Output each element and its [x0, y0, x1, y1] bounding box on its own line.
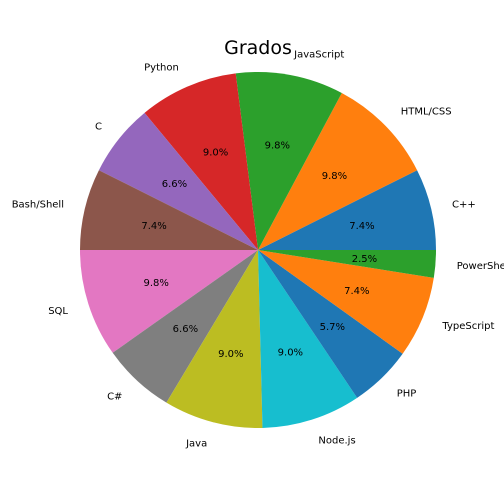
slice-label-java: Java [185, 438, 207, 449]
pie-slice-php [258, 250, 403, 398]
slice-label-powershell: PowerShell [457, 261, 504, 272]
pie-slice-c [112, 250, 258, 403]
chart-title: Grados [224, 37, 292, 59]
pie-slice-javascript [235, 71, 342, 250]
slice-pct-label-c: 6.6% [173, 324, 198, 335]
slice-pct-label-c: 6.6% [162, 179, 187, 190]
slice-pct-label-node-js: 9.0% [278, 347, 303, 358]
slice-label-php: PHP [397, 389, 417, 400]
slice-pct-label-typescript: 7.4% [344, 286, 369, 297]
slice-label-bash-shell: Bash/Shell [12, 200, 64, 211]
slice-pct-label-python: 9.0% [203, 147, 228, 158]
pie-slice-typescript [258, 250, 434, 354]
pie-slice-powershell [258, 250, 436, 278]
pie-slice-sql [80, 250, 258, 353]
slice-pct-label-powershell: 2.5% [352, 254, 377, 265]
slice-label-sql: SQL [48, 306, 68, 317]
slice-pct-label-java: 9.0% [218, 349, 243, 360]
slice-label-javascript: JavaScript [293, 49, 344, 60]
pie-slice-node-js [258, 250, 358, 428]
slice-label-python: Python [144, 63, 179, 74]
slice-label-c: C [95, 121, 102, 132]
slice-pct-label-c: 7.4% [349, 221, 374, 232]
slice-label-c: C++ [452, 200, 476, 211]
slice-pct-label-bash-shell: 7.4% [141, 221, 166, 232]
pie-slice-c [98, 112, 259, 250]
pie-slice-html-css [258, 92, 418, 250]
slice-label-c: C# [107, 392, 122, 403]
slice-pct-label-php: 5.7% [320, 322, 345, 333]
pie-slice-python [144, 73, 258, 251]
slice-label-typescript: TypeScript [441, 321, 494, 332]
slice-label-node-js: Node.js [318, 435, 355, 446]
pie-slice-c [258, 170, 436, 250]
slice-pct-label-javascript: 9.8% [265, 140, 290, 151]
pie-slice-java [166, 250, 263, 428]
pie-slice-bash-shell [80, 170, 258, 250]
slice-pct-label-sql: 9.8% [144, 278, 169, 289]
slice-pct-label-html-css: 9.8% [322, 171, 347, 182]
slice-label-html-css: HTML/CSS [401, 106, 452, 117]
